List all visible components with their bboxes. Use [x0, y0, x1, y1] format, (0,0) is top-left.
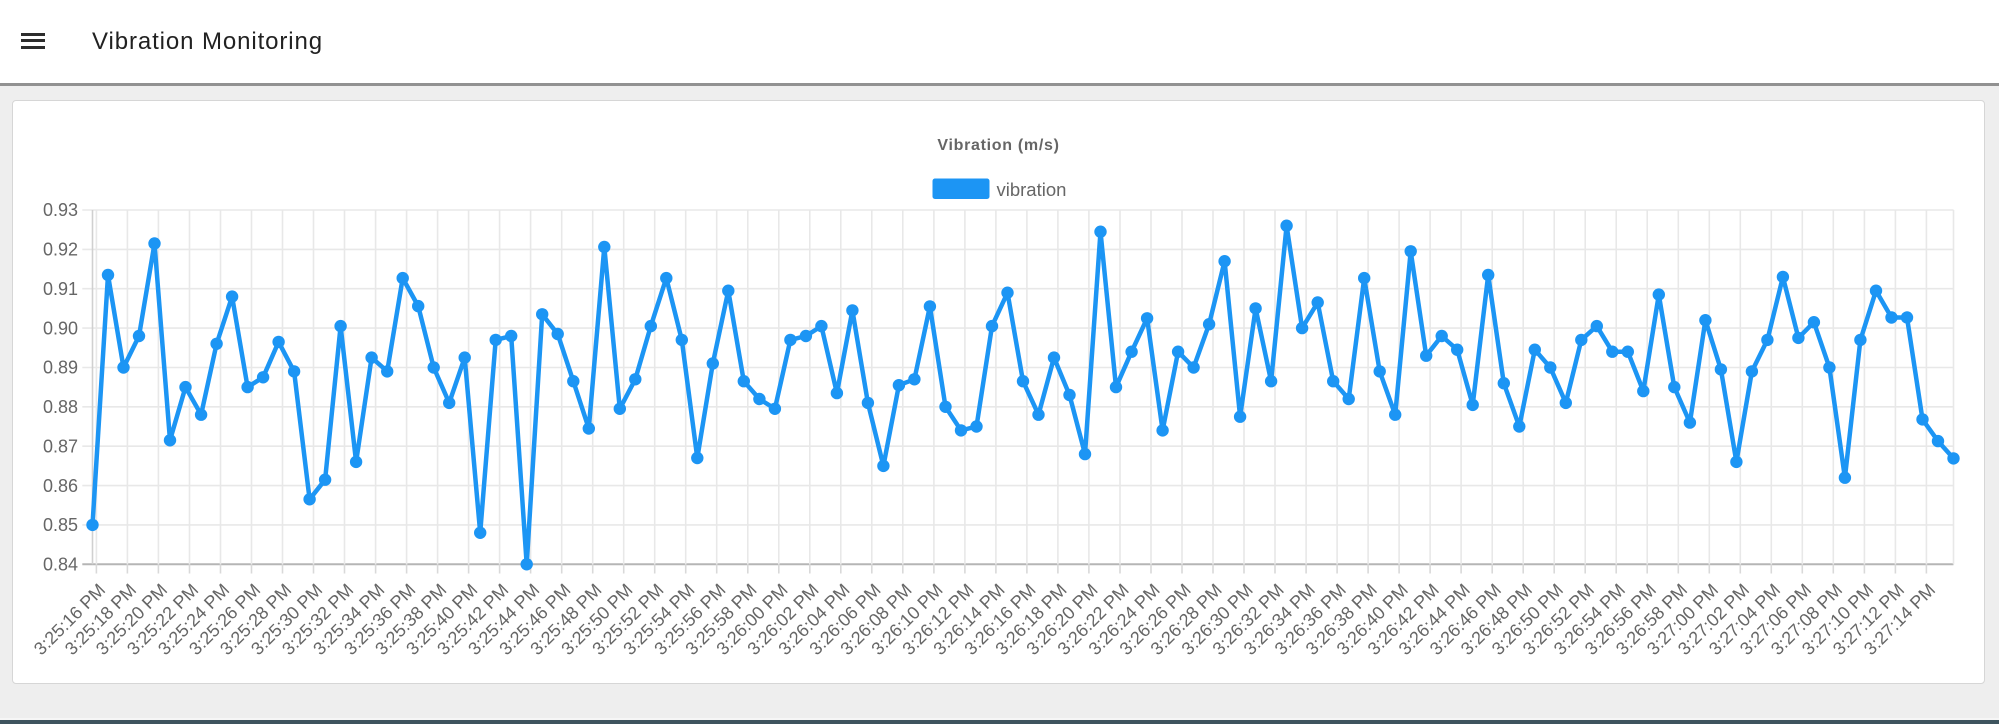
svg-text:0.89: 0.89: [43, 358, 78, 378]
svg-text:0.86: 0.86: [43, 476, 78, 496]
svg-text:0.93: 0.93: [43, 200, 78, 220]
svg-text:0.91: 0.91: [43, 279, 78, 299]
svg-text:0.88: 0.88: [43, 397, 78, 417]
svg-text:0.90: 0.90: [43, 318, 78, 338]
svg-text:0.85: 0.85: [43, 515, 78, 535]
svg-text:0.87: 0.87: [43, 436, 78, 456]
svg-text:0.92: 0.92: [43, 240, 78, 260]
svg-text:vibration: vibration: [997, 179, 1067, 200]
svg-text:0.84: 0.84: [43, 555, 78, 575]
svg-text:Vibration (m/s): Vibration (m/s): [937, 137, 1059, 154]
